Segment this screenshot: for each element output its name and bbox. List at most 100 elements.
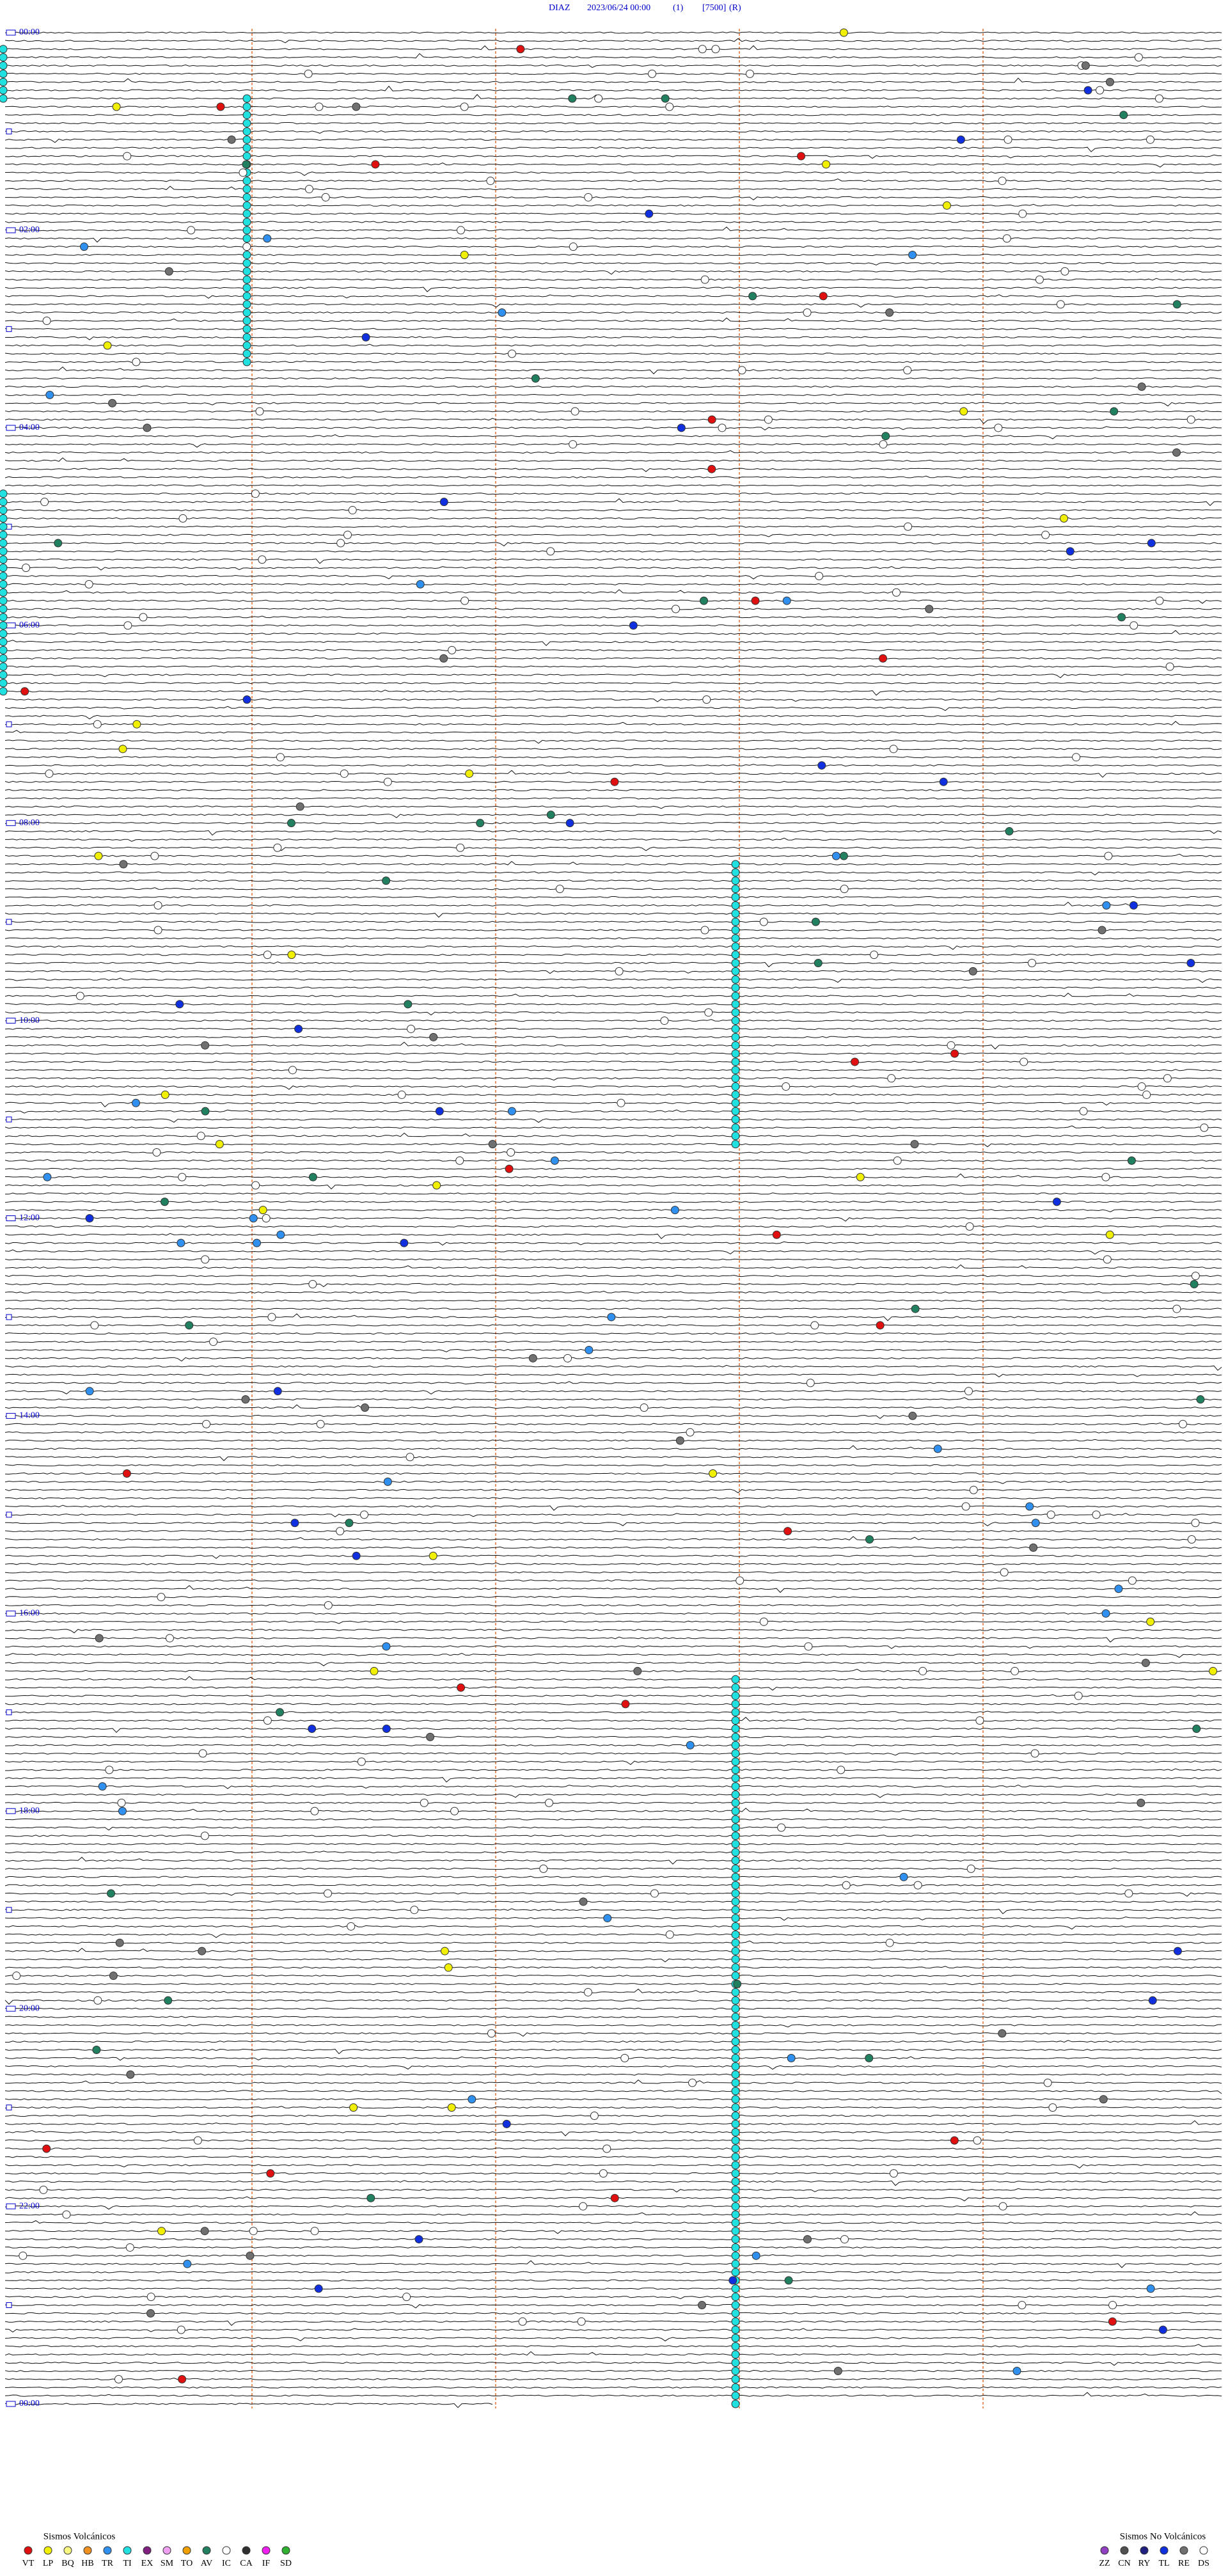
legend-label: HB — [81, 2559, 93, 2568]
trace — [4, 336, 1222, 340]
event-marker — [0, 637, 8, 646]
event-marker — [918, 1666, 927, 1675]
event-marker — [939, 777, 948, 786]
event-marker — [0, 506, 8, 515]
event-marker — [731, 2185, 740, 2194]
event-marker — [1114, 1584, 1123, 1593]
event-marker — [1137, 1082, 1146, 1091]
hour-box — [6, 128, 12, 134]
event-marker — [731, 1815, 740, 1824]
trace — [4, 1118, 1222, 1123]
legend-label: SM — [161, 2559, 174, 2568]
event-marker — [876, 1321, 885, 1330]
event-marker — [731, 1790, 740, 1799]
legend-marker — [1160, 2546, 1169, 2555]
event-marker — [516, 45, 525, 54]
event-marker — [0, 514, 8, 523]
trace — [5, 1629, 1222, 1634]
event-marker — [118, 1806, 127, 1815]
trace — [4, 1404, 1222, 1409]
event-marker — [0, 489, 8, 498]
event-marker — [1096, 86, 1105, 95]
legend-label: TL — [1158, 2559, 1169, 2568]
trace — [4, 2230, 1222, 2234]
event-marker — [455, 1156, 464, 1165]
legend-marker — [242, 2546, 251, 2555]
trace — [4, 2369, 1222, 2373]
trace — [4, 2188, 1222, 2193]
event-marker — [814, 958, 823, 967]
event-marker — [973, 2136, 982, 2145]
event-marker — [45, 769, 54, 778]
trace — [4, 992, 1222, 997]
event-marker — [661, 94, 670, 103]
trace — [4, 64, 1222, 68]
event-marker — [457, 226, 466, 235]
event-marker — [650, 1889, 659, 1898]
trace — [4, 1132, 1222, 1137]
event-marker — [347, 1922, 356, 1931]
event-marker — [242, 94, 251, 103]
event-marker — [1099, 2095, 1108, 2104]
event-marker — [731, 2153, 740, 2161]
event-marker — [439, 654, 448, 663]
hour-label: 00:00 — [19, 28, 40, 37]
event-marker — [209, 1338, 218, 1347]
traces: 00:00 02:00 04:00 06:00 08:00 10:00 12:00 14:00… — [4, 28, 1222, 2408]
event-marker — [731, 975, 740, 984]
hour-box — [6, 919, 12, 925]
event-marker — [698, 2301, 707, 2310]
trace — [4, 1077, 1222, 1081]
legend-label: DS — [1198, 2559, 1209, 2568]
trace — [4, 367, 1222, 375]
event-marker — [1102, 901, 1111, 910]
event-marker — [202, 1419, 211, 1428]
trace — [4, 475, 1222, 478]
trace — [4, 138, 1222, 143]
event-marker — [143, 423, 152, 432]
trace — [4, 77, 1222, 83]
trace — [4, 583, 1222, 586]
event-marker — [731, 1741, 740, 1750]
hour-box — [6, 1412, 16, 1419]
trace — [5, 558, 1222, 564]
event-marker — [731, 1700, 740, 1709]
trace — [4, 1093, 1222, 1096]
event-marker — [1031, 1519, 1040, 1528]
event-marker — [93, 720, 102, 729]
event-marker — [242, 251, 251, 260]
trace — [4, 846, 1222, 851]
trace — [4, 565, 1222, 571]
event-marker — [448, 645, 457, 654]
event-marker — [370, 1666, 379, 1675]
event-marker — [731, 2342, 740, 2351]
trace — [4, 2120, 1222, 2126]
event-marker — [200, 1831, 209, 1840]
event-marker — [731, 901, 740, 910]
event-marker — [731, 1996, 740, 2005]
event-marker — [429, 1032, 438, 1041]
datetime: 2023/06/24 00:00 — [587, 3, 650, 13]
event-marker — [242, 324, 251, 333]
trace — [4, 1892, 1222, 1897]
hour-box — [6, 425, 16, 431]
trace — [4, 1381, 1222, 1385]
event-marker — [782, 596, 791, 605]
event-marker — [731, 1008, 740, 1017]
event-marker — [154, 901, 162, 910]
trace — [4, 706, 1222, 711]
event-marker — [252, 1238, 261, 1247]
event-marker — [759, 917, 768, 926]
event-marker — [731, 860, 740, 869]
event-marker — [731, 2111, 740, 2120]
trace — [4, 2048, 1222, 2055]
trace — [5, 1694, 1222, 1697]
trace — [4, 1668, 1222, 1673]
event-marker — [731, 1848, 740, 1857]
event-marker — [518, 2317, 527, 2326]
event-marker — [1172, 448, 1181, 457]
event-marker — [539, 1864, 548, 1873]
event-marker — [889, 745, 898, 754]
legend-marker — [1120, 2546, 1129, 2555]
trace — [4, 434, 1222, 439]
